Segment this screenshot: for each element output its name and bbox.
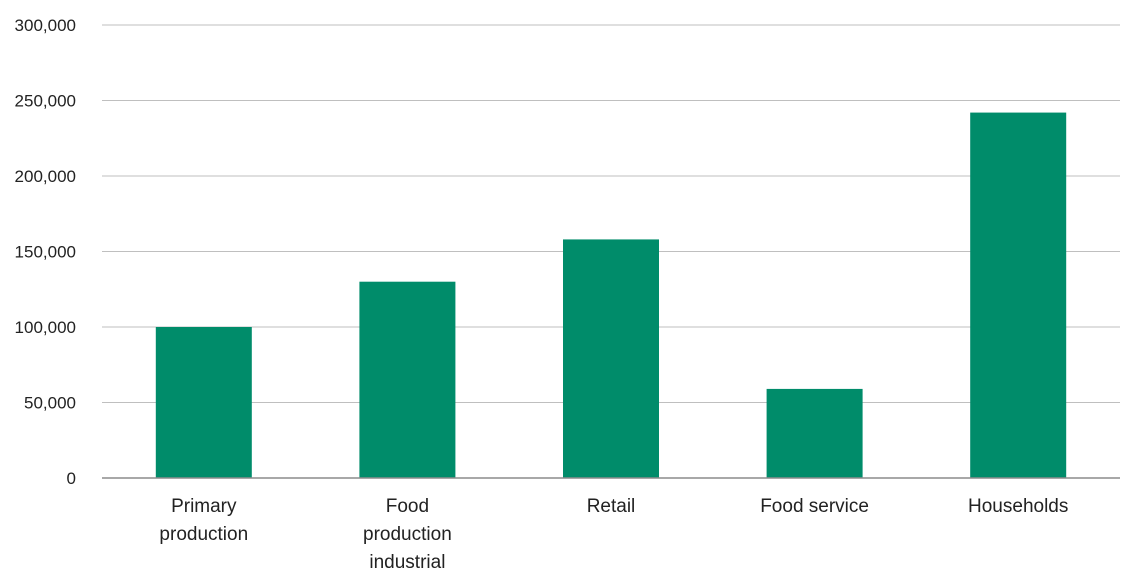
y-tick-label: 250,000 [15,92,76,111]
y-tick-label: 150,000 [15,243,76,262]
x-category-label: Retail [587,496,636,517]
y-tick-label: 300,000 [15,16,76,35]
x-category-label-line: production [363,524,452,545]
bars [155,112,1067,478]
x-axis-category-labels: Primary production Food production industria… [159,496,1068,573]
y-tick-label: 50,000 [24,394,76,413]
x-category-label-line: industrial [369,552,445,573]
x-category-label-line: Food [386,496,429,517]
y-tick-label: 0 [67,469,76,488]
bar [563,239,659,478]
y-tick-label: 200,000 [15,167,76,186]
y-tick-label: 100,000 [15,318,76,337]
x-category-label-line: Retail [587,496,636,517]
bar [970,112,1067,478]
x-category-label: Households [968,496,1068,517]
bar [359,281,456,478]
x-category-label-line: Primary [171,496,237,517]
bar [766,388,863,478]
x-category-label: Food service [760,496,869,517]
bar [155,327,252,478]
x-category-label-line: Households [968,496,1068,517]
y-axis-tick-labels: 0 50,000 100,000 150,000 200,000 250,000 300,0… [15,16,76,488]
x-category-label-line: Food service [760,496,869,517]
x-category-label: Food production industrial [363,496,452,573]
x-category-label: Primary production [159,496,248,545]
x-category-label-line: production [159,524,248,545]
